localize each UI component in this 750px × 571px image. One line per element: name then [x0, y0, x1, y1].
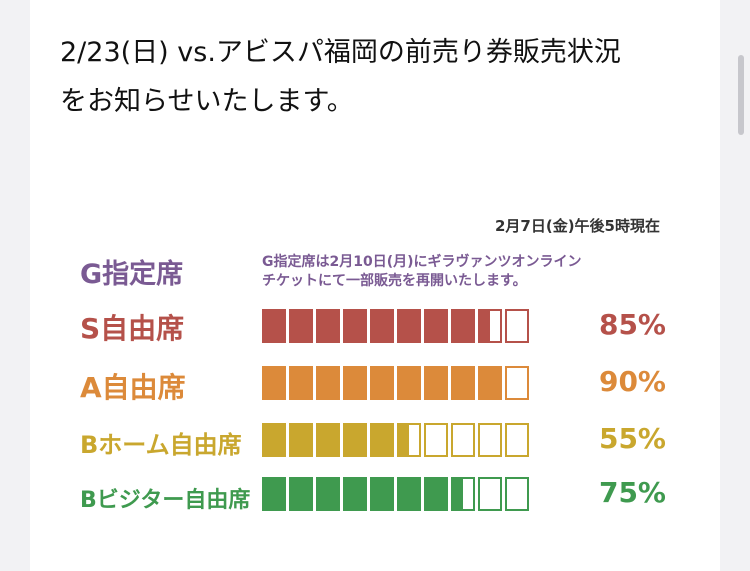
- bar-segment: [370, 309, 394, 343]
- bar-segment-fill: [399, 368, 419, 398]
- bar-segment: [289, 309, 313, 343]
- bar-segment: [370, 477, 394, 511]
- bar-segment: [478, 309, 502, 343]
- bar-segment: [451, 477, 475, 511]
- bar-segment-fill: [399, 479, 419, 509]
- bar-segment-fill: [318, 368, 338, 398]
- bar-segment-fill: [399, 425, 409, 455]
- bar-segment: [316, 366, 340, 400]
- bar-segment: [397, 423, 421, 457]
- g-seat-notice-line-1: G指定席は2月10日(月)にギラヴァンツオンライン: [262, 254, 582, 270]
- seat-label-a: A自由席: [80, 371, 186, 404]
- bar-segment: [343, 366, 367, 400]
- bar-segment: [343, 477, 367, 511]
- bar-segment: [505, 423, 529, 457]
- g-seat-notice-line-2: チケットにて一部販売を再開いたします。: [262, 273, 527, 289]
- bar-segment: [316, 309, 340, 343]
- bar-segment-fill: [426, 368, 446, 398]
- bar-segment-fill: [318, 311, 338, 341]
- bar-segment: [505, 366, 529, 400]
- bar-segment: [289, 366, 313, 400]
- bar-segment: [262, 309, 286, 343]
- percent-b-home: 55%: [598, 422, 666, 455]
- bar-segment-fill: [345, 479, 365, 509]
- bar-segment: [451, 423, 475, 457]
- intro-line-2: をお知らせいたします。: [60, 86, 354, 117]
- content-card: [30, 0, 720, 571]
- bar-segment-fill: [318, 479, 338, 509]
- percent-s: 85%: [598, 308, 666, 341]
- bar-segment: [424, 309, 448, 343]
- bar-segment-fill: [345, 311, 365, 341]
- bar-segment: [397, 309, 421, 343]
- g-seat-notice: G指定席は2月10日(月)にギラヴァンツオンライン チケットにて一部販売を再開い…: [262, 253, 682, 291]
- bar-segment-fill: [426, 311, 446, 341]
- seat-label-b-visitor: Bビジター自由席: [80, 488, 251, 513]
- percent-a: 90%: [598, 365, 666, 398]
- bar-segment-fill: [264, 425, 284, 455]
- bar-segment: [397, 477, 421, 511]
- bar-segment-fill: [345, 425, 365, 455]
- bar-segment-fill: [399, 311, 419, 341]
- bar-segment-fill: [480, 311, 490, 341]
- bar-segment-fill: [453, 479, 463, 509]
- bar-segment-fill: [453, 311, 473, 341]
- seat-label-s: S自由席: [80, 312, 185, 345]
- bar-segment-fill: [291, 311, 311, 341]
- status-timestamp: 2月7日(金)午後5時現在: [494, 217, 660, 235]
- g-seat-label: G指定席: [80, 259, 184, 290]
- bar-segment-fill: [453, 368, 473, 398]
- seat-label-b-home: Bホーム自由席: [80, 431, 242, 459]
- bar-segment: [343, 423, 367, 457]
- bar-segment-fill: [291, 368, 311, 398]
- sales-bar-a: [262, 366, 529, 400]
- bar-segment-fill: [264, 479, 284, 509]
- bar-segment: [451, 309, 475, 343]
- bar-segment: [262, 366, 286, 400]
- bar-segment-fill: [264, 311, 284, 341]
- bar-segment: [370, 423, 394, 457]
- bar-segment-fill: [480, 368, 500, 398]
- bar-segment: [424, 477, 448, 511]
- bar-segment-fill: [372, 368, 392, 398]
- bar-segment-fill: [345, 368, 365, 398]
- bar-segment-fill: [318, 425, 338, 455]
- bar-segment: [478, 423, 502, 457]
- bar-segment-fill: [291, 425, 311, 455]
- bar-segment: [505, 309, 529, 343]
- bar-segment: [478, 366, 502, 400]
- bar-segment: [316, 423, 340, 457]
- bar-segment: [505, 477, 529, 511]
- bar-segment: [478, 477, 502, 511]
- bar-segment-fill: [426, 479, 446, 509]
- bar-segment-fill: [291, 479, 311, 509]
- bar-segment-fill: [264, 368, 284, 398]
- bar-segment: [289, 477, 313, 511]
- percent-b-visitor: 75%: [598, 476, 666, 509]
- bar-segment: [424, 423, 448, 457]
- bar-segment: [316, 477, 340, 511]
- scrollbar[interactable]: [738, 55, 744, 135]
- bar-segment-fill: [372, 425, 392, 455]
- intro-line-1: 2/23(日) vs.アビスパ福岡の前売り券販売状況: [60, 37, 621, 68]
- bar-segment-fill: [372, 479, 392, 509]
- bar-segment: [370, 366, 394, 400]
- intro-text: 2/23(日) vs.アビスパ福岡の前売り券販売状況 をお知らせいたします。: [60, 28, 700, 126]
- bar-segment-fill: [372, 311, 392, 341]
- bar-segment: [262, 477, 286, 511]
- sales-bar-b-home: [262, 423, 529, 457]
- sales-bar-s: [262, 309, 529, 343]
- bar-segment: [424, 366, 448, 400]
- bar-segment: [397, 366, 421, 400]
- bar-segment: [451, 366, 475, 400]
- bar-segment: [343, 309, 367, 343]
- sales-bar-b-visitor: [262, 477, 529, 511]
- bar-segment: [289, 423, 313, 457]
- bar-segment: [262, 423, 286, 457]
